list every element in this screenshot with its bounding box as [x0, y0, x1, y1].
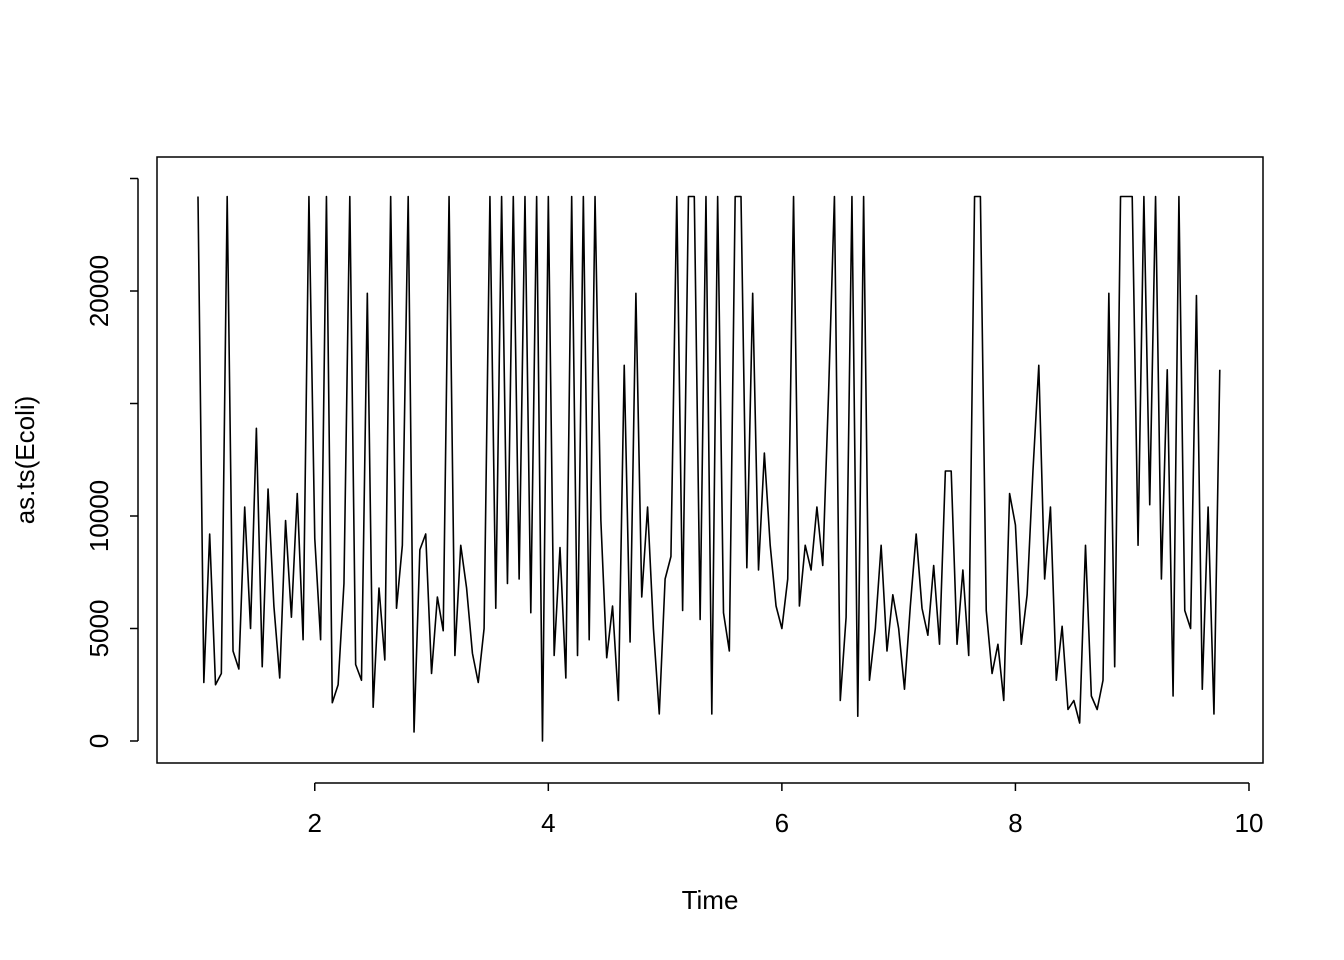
y-tick-label: 5000 [84, 600, 114, 658]
data-line [197, 195, 1221, 742]
y-tick-label: 20000 [84, 255, 114, 327]
x-tick-label: 8 [1008, 808, 1022, 838]
plot-box [156, 156, 1264, 764]
x-tick-label: 4 [541, 808, 555, 838]
x-tick-label: 6 [775, 808, 789, 838]
y-tick-label: 10000 [84, 480, 114, 552]
x-axis-title: Time [682, 885, 739, 915]
x-tick-label: 2 [308, 808, 322, 838]
x-tick-label: 10 [1235, 808, 1264, 838]
y-axis-title: as.ts(Ecoli) [10, 396, 40, 525]
y-tick-label: 0 [84, 734, 114, 748]
